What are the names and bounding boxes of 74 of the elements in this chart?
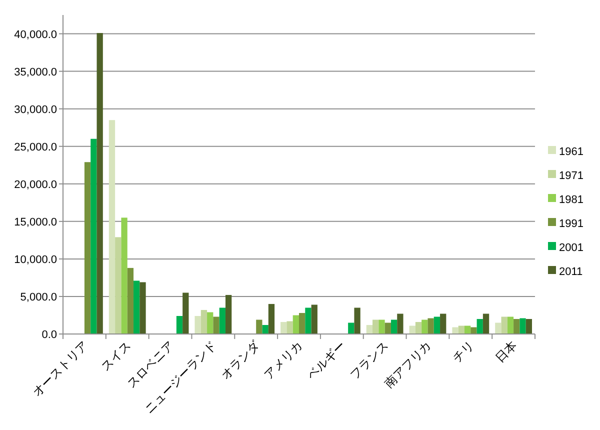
bar [90, 138, 97, 334]
bar [268, 304, 275, 334]
legend-label: 2011 [559, 266, 583, 278]
bar [108, 120, 116, 334]
bar [422, 320, 428, 334]
x-tick-label: チリ [450, 338, 477, 366]
bar [378, 320, 385, 334]
legend-label: 1971 [559, 170, 584, 182]
y-tick-label: 25,000.0 [14, 141, 57, 154]
bar [140, 282, 146, 334]
x-tick-label: ベルギー [304, 338, 348, 382]
bar [311, 304, 318, 334]
bar [397, 314, 404, 334]
bar [219, 308, 226, 334]
bar [121, 218, 128, 334]
bar [299, 312, 306, 334]
bar [280, 322, 287, 334]
bar [464, 326, 471, 334]
bar [213, 316, 220, 334]
bar [409, 326, 416, 334]
x-tick-label: オランダ [218, 338, 263, 382]
bar [127, 268, 134, 334]
bar [176, 316, 183, 334]
bar [470, 327, 477, 334]
bar [526, 318, 532, 334]
x-tick-label: アメリカ [261, 338, 306, 382]
bar [134, 280, 140, 334]
bar [476, 318, 483, 334]
legend-label: 1961 [559, 146, 584, 158]
x-tick-label: スイス [98, 338, 134, 374]
bar [366, 324, 373, 334]
bar [372, 320, 379, 334]
y-tick-label: 5,000.0 [20, 291, 57, 304]
bar [194, 316, 201, 334]
bar [428, 318, 434, 334]
bar [286, 321, 293, 334]
x-tick-label: オーストリア [30, 338, 91, 400]
legend-label: 2001 [559, 242, 584, 254]
bar [262, 324, 268, 334]
bar [495, 322, 502, 334]
y-tick-label: 15,000.0 [14, 216, 57, 228]
bar [520, 318, 526, 334]
y-tick-label: 10,000.0 [14, 254, 57, 266]
bar [415, 322, 422, 334]
bar [452, 327, 458, 334]
bar [354, 308, 360, 334]
bar [182, 292, 189, 334]
y-tick-label: 30,000.0 [14, 104, 57, 116]
legend-label: 1981 [559, 194, 584, 206]
bar [434, 316, 440, 334]
bar [507, 316, 514, 334]
bar [115, 237, 122, 334]
bar [348, 322, 354, 334]
bar [514, 318, 520, 334]
y-tick-label: 20,000.0 [14, 178, 57, 191]
x-tick-label: 日本 [492, 338, 520, 366]
bar [390, 320, 398, 334]
bar [458, 326, 464, 334]
y-tick-label: 35,000.0 [14, 66, 57, 78]
y-tick-label: 0.0 [42, 329, 57, 341]
bar [200, 310, 208, 334]
bar [207, 312, 214, 334]
bar [84, 162, 91, 334]
bar [305, 308, 312, 334]
bar [384, 322, 391, 334]
bar [501, 316, 508, 334]
bar [225, 294, 232, 334]
bar [440, 314, 446, 334]
legend-label: 1991 [559, 218, 584, 230]
bar [96, 33, 103, 334]
y-tick-label: 40,000.0 [14, 28, 57, 41]
bar [482, 314, 490, 334]
bar [256, 320, 262, 334]
bar [292, 315, 299, 334]
